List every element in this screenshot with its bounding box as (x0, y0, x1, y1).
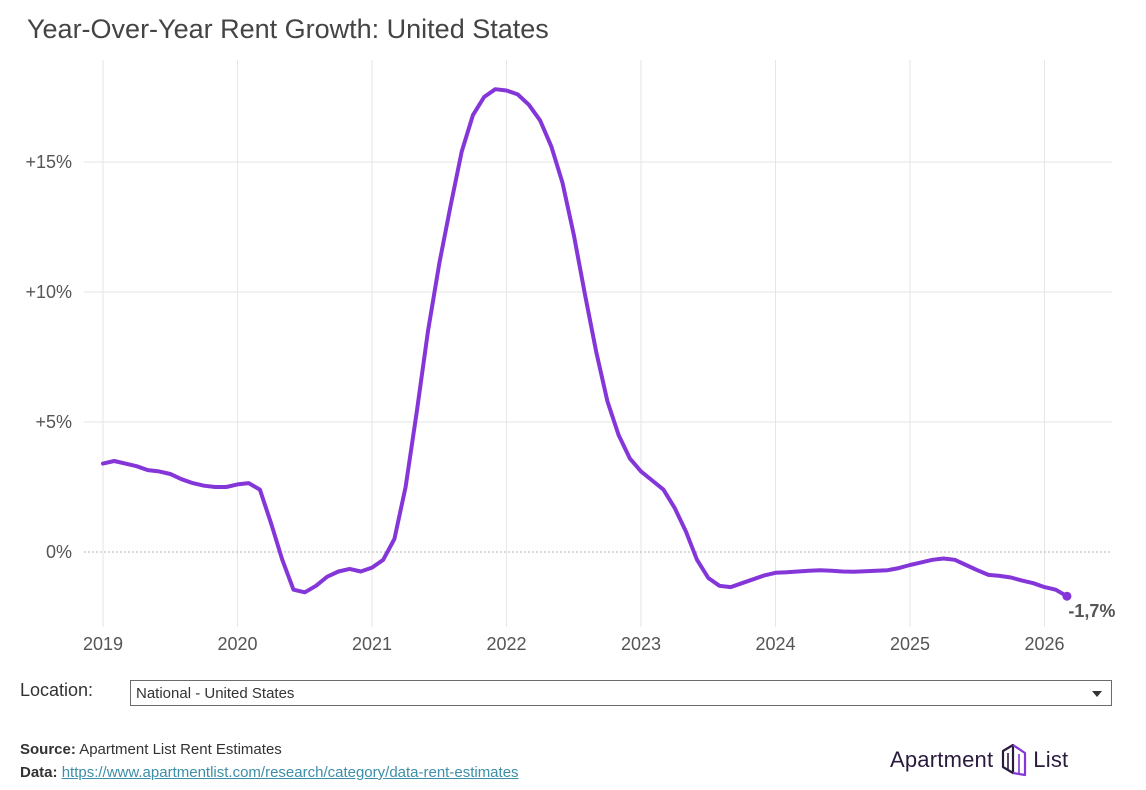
source-text: Apartment List Rent Estimates (79, 741, 282, 758)
source-line: Source: Apartment List Rent Estimates (20, 741, 282, 758)
brand-word-apartment: Apartment (890, 747, 994, 772)
x-tick-label: 2021 (352, 634, 392, 654)
x-tick-label: 2020 (217, 634, 257, 654)
brand-logo: Apartment List (890, 742, 1068, 778)
grid (84, 60, 1112, 627)
y-tick-label: +5% (35, 412, 72, 432)
brand-word-list: List (1033, 747, 1069, 772)
chart-title: Year-Over-Year Rent Growth: United State… (27, 14, 549, 44)
series-line (101, 87, 1069, 599)
x-tick-label: 2026 (1024, 634, 1064, 654)
y-tick-label: +15% (25, 152, 72, 172)
location-label: Location: (20, 680, 94, 700)
series-layer: -1,7% (101, 87, 1115, 621)
x-tick-label: 2023 (621, 634, 661, 654)
end-point-marker (1062, 591, 1072, 601)
x-tick-label: 2025 (890, 634, 930, 654)
end-value-label: -1,7% (1068, 601, 1115, 621)
apartment-list-logo-icon (1002, 743, 1027, 777)
data-line: Data: https://www.apartmentlist.com/rese… (20, 764, 519, 781)
location-dropdown[interactable]: National - United States (130, 680, 1112, 706)
location-selected-value: National - United States (136, 685, 295, 702)
x-tick-label: 2024 (755, 634, 795, 654)
data-link[interactable]: https://www.apartmentlist.com/research/c… (61, 764, 519, 781)
data-label: Data: (20, 764, 58, 781)
y-tick-label: +10% (25, 282, 72, 302)
line-chart: 2019 2020 2021 2022 2023 2024 2025 2026 0% +5% +10… (25, 60, 1115, 654)
source-label: Source: (20, 741, 76, 758)
x-tick-label: 2022 (486, 634, 526, 654)
y-tick-label: 0% (46, 542, 72, 562)
chevron-down-icon[interactable] (1092, 691, 1102, 697)
axis-labels: 2019 2020 2021 2022 2023 2024 2025 2026 0% +5% +10… (25, 152, 1064, 654)
x-tick-label: 2019 (83, 634, 123, 654)
